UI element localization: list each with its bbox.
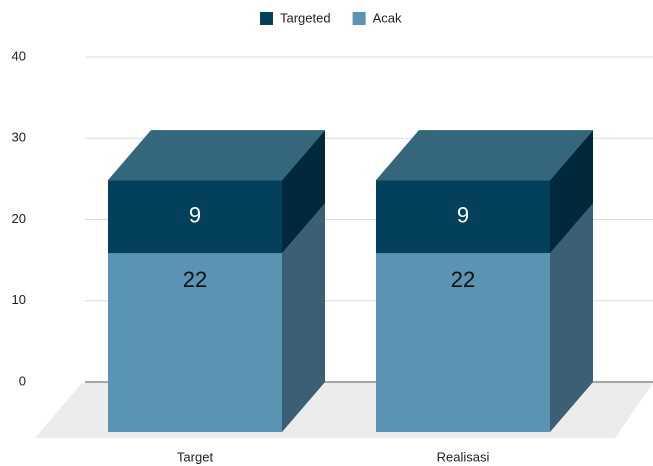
data-label: 9: [189, 203, 201, 228]
bar-side: [282, 130, 325, 254]
shade: [550, 203, 593, 432]
shade: [376, 130, 593, 181]
shade: [108, 130, 325, 181]
bar-side: [550, 130, 593, 254]
data-label: 22: [451, 267, 475, 292]
data-label: 22: [183, 267, 207, 292]
y-tick-label: 30: [12, 130, 26, 145]
y-tick-label: 10: [12, 292, 26, 307]
bar-top: [376, 130, 593, 181]
y-tick-label: 0: [19, 373, 26, 388]
bar: [376, 253, 550, 432]
bar-top: [108, 130, 325, 181]
bar: [108, 253, 282, 432]
bar: [376, 180, 550, 254]
x-tick-label: Realisasi: [437, 449, 490, 464]
bar-side: [550, 203, 593, 432]
legend-swatch: [260, 12, 273, 25]
legend-label: Targeted: [280, 10, 331, 25]
y-tick-label: 40: [12, 48, 26, 63]
bar: [108, 180, 282, 254]
legend-label: Acak: [373, 10, 402, 25]
bar-side: [282, 203, 325, 432]
data-label: 9: [457, 203, 469, 228]
x-tick-label: Target: [177, 449, 214, 464]
shade: [550, 130, 593, 254]
shade: [282, 130, 325, 254]
legend-swatch: [352, 12, 366, 25]
y-tick-label: 20: [12, 211, 26, 226]
shade: [282, 203, 325, 432]
